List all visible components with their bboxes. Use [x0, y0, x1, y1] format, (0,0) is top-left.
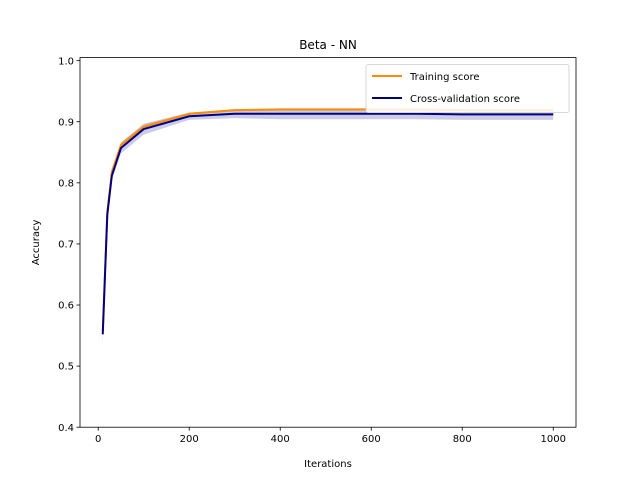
- y-tick-label: 0.7: [58, 240, 74, 251]
- series-line-1: [101, 112, 554, 335]
- x-axis-label: Iterations: [304, 459, 352, 470]
- y-tick-label: 0.8: [58, 178, 74, 189]
- x-tick-label: 400: [271, 434, 290, 445]
- x-tick-label: 200: [180, 434, 199, 445]
- series-line-0: [101, 108, 554, 332]
- series-lines: [101, 108, 554, 335]
- x-tick-label: 800: [453, 434, 472, 445]
- y-tick-label: 0.5: [58, 362, 74, 373]
- std-band-1: [102, 108, 554, 345]
- y-tick-label: 1.0: [58, 56, 74, 67]
- std-band-0: [102, 108, 554, 338]
- legend: Training score Cross-validation score: [365, 64, 570, 113]
- x-tick-label: 600: [362, 434, 381, 445]
- y-tick-label: 0.9: [58, 117, 74, 128]
- y-tick-label: 0.4: [58, 423, 74, 434]
- legend-label-cross-validation: Cross-validation score: [410, 94, 520, 105]
- y-axis: 0.4 0.5 0.6 0.7 0.8 0.9 1.0: [58, 56, 80, 434]
- x-tick-label: 1000: [541, 434, 566, 445]
- y-tick-label: 0.6: [58, 301, 74, 312]
- std-bands: [102, 108, 554, 345]
- plot-area-frame: [79, 57, 577, 428]
- x-tick-label: 0: [95, 434, 101, 445]
- x-axis: 0 200 400 600 800 1000: [95, 427, 566, 445]
- chart-title: Beta - NN: [299, 38, 357, 52]
- legend-label-training: Training score: [409, 72, 480, 83]
- legend-box: [365, 64, 570, 113]
- y-axis-label: Accuracy: [31, 219, 42, 265]
